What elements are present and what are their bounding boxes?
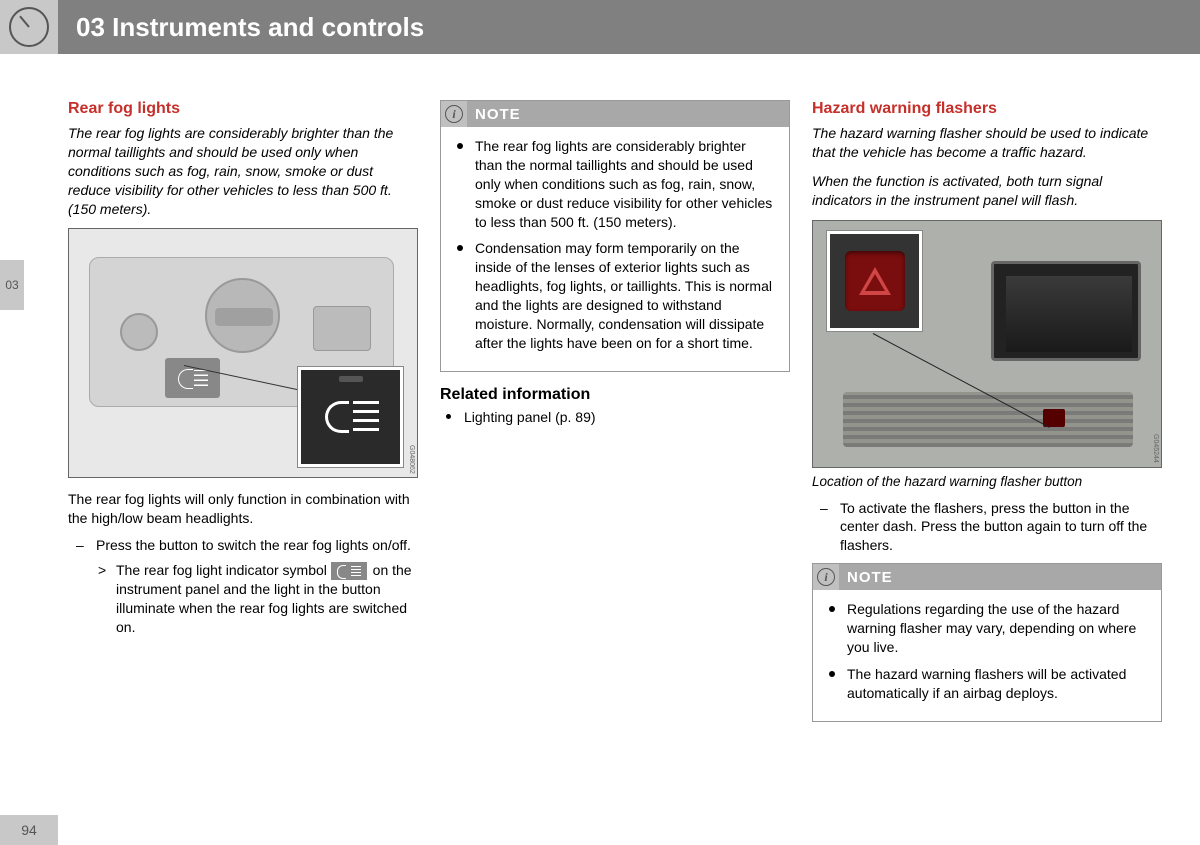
figure-id: G045244 [1152, 434, 1159, 463]
rear-fog-button [165, 358, 220, 398]
hazard-heading: Hazard warning flashers [812, 100, 1162, 118]
steps-list: Press the button to switch the rear fog … [68, 536, 418, 637]
column-2: i NOTE The rear fog lights are considera… [440, 100, 790, 736]
rear-fog-intro: The rear fog lights are considerably bri… [68, 124, 418, 218]
rear-fog-heading: Rear fog lights [68, 100, 418, 118]
note-label: NOTE [847, 569, 893, 586]
fog-light-icon-large [321, 395, 381, 439]
step-item: To activate the flashers, press the butt… [812, 499, 1162, 556]
fog-indicator-icon [331, 562, 367, 580]
fog-light-icon [178, 367, 208, 389]
hazard-steps: To activate the flashers, press the butt… [812, 499, 1162, 556]
headlight-dial [205, 278, 280, 353]
info-icon-box: i [441, 101, 467, 127]
result-pre: The rear fog light indicator symbol [116, 562, 327, 578]
hazard-intro-2: When the function is activated, both tur… [812, 172, 1162, 210]
panel-button-right [313, 306, 371, 351]
chapter-header: 03 Instruments and controls [0, 0, 1200, 54]
info-icon: i [817, 568, 835, 586]
note-header: i NOTE [813, 564, 1161, 590]
note-header: i NOTE [441, 101, 789, 127]
gauge-icon [9, 7, 49, 47]
note-item: Condensation may form temporarily on the… [451, 239, 775, 352]
button-led [339, 376, 363, 382]
hazard-triangle-icon [859, 267, 891, 295]
result-list: The rear fog light indicator symbol on t… [96, 561, 418, 637]
note-item: Regulations regarding the use of the haz… [823, 600, 1147, 657]
info-icon-box: i [813, 564, 839, 590]
result-item: The rear fog light indicator symbol on t… [96, 561, 418, 637]
note-list: Regulations regarding the use of the haz… [823, 600, 1147, 702]
step-item: Press the button to switch the rear fog … [68, 536, 418, 637]
dashboard-screen [991, 261, 1141, 361]
hazard-button-dash [1043, 409, 1065, 427]
figure-id: G048062 [408, 445, 415, 474]
side-tab: 03 [0, 260, 24, 310]
gauge-icon-box [0, 0, 58, 54]
rear-fog-para: The rear fog lights will only function i… [68, 490, 418, 528]
hazard-button [845, 251, 905, 311]
dashboard-vent [843, 392, 1133, 447]
panel-knob-left [120, 313, 158, 351]
hazard-figure: G045244 [812, 220, 1162, 468]
note-item: The hazard warning flashers will be acti… [823, 665, 1147, 703]
note-body: The rear fog lights are considerably bri… [441, 127, 789, 371]
note-body: Regulations regarding the use of the haz… [813, 590, 1161, 720]
note-box: i NOTE Regulations regarding the use of … [812, 563, 1162, 721]
note-label: NOTE [475, 106, 521, 123]
related-heading: Related information [440, 386, 790, 404]
related-item: Lighting panel (p. 89) [440, 408, 790, 427]
hazard-caption: Location of the hazard warning flasher b… [812, 474, 1162, 489]
content: Rear fog lights The rear fog lights are … [68, 100, 1168, 736]
hazard-callout [827, 231, 922, 331]
note-box: i NOTE The rear fog lights are considera… [440, 100, 790, 372]
fog-button-callout [298, 367, 403, 467]
chapter-title: 03 Instruments and controls [76, 12, 424, 43]
note-item: The rear fog lights are considerably bri… [451, 137, 775, 231]
hazard-intro-1: The hazard warning flasher should be use… [812, 124, 1162, 162]
column-3: Hazard warning flashers The hazard warni… [812, 100, 1162, 736]
step-text: Press the button to switch the rear fog … [96, 537, 411, 553]
column-1: Rear fog lights The rear fog lights are … [68, 100, 418, 736]
page-number: 94 [0, 815, 58, 845]
rear-fog-figure: G048062 [68, 228, 418, 478]
note-list: The rear fog lights are considerably bri… [451, 137, 775, 353]
related-list: Lighting panel (p. 89) [440, 408, 790, 427]
info-icon: i [445, 105, 463, 123]
